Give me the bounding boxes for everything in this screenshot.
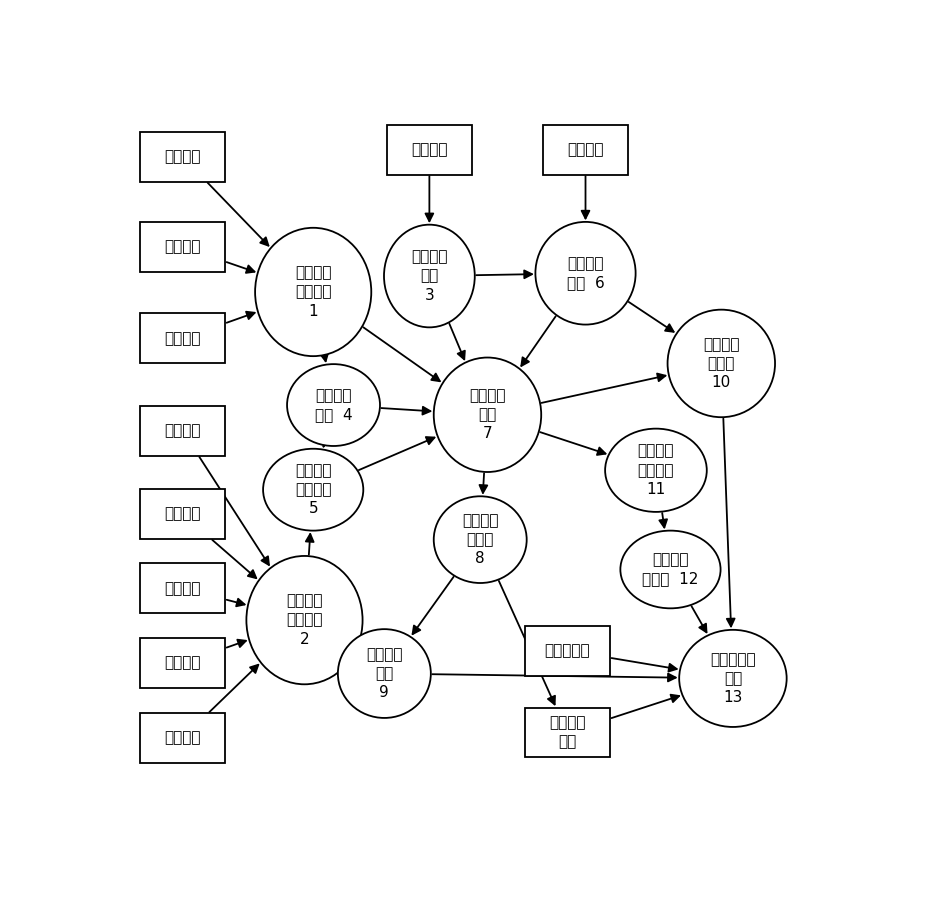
FancyBboxPatch shape: [139, 563, 225, 614]
Ellipse shape: [620, 531, 720, 608]
Text: 地形限制: 地形限制: [164, 331, 200, 346]
Text: 动态限制
数据处理
2: 动态限制 数据处理 2: [285, 594, 322, 647]
FancyBboxPatch shape: [387, 124, 472, 175]
Ellipse shape: [263, 449, 363, 531]
Text: 航迹数据
处理
3: 航迹数据 处理 3: [411, 250, 447, 303]
FancyBboxPatch shape: [139, 638, 225, 688]
Text: 天气限制: 天气限制: [164, 731, 200, 745]
FancyBboxPatch shape: [139, 405, 225, 456]
Ellipse shape: [433, 358, 541, 472]
Text: 实现交通流
管理
13: 实现交通流 管理 13: [709, 651, 755, 705]
Text: 航线数据: 航线数据: [164, 150, 200, 164]
Text: 绘制静态
剖面  4: 绘制静态 剖面 4: [314, 388, 352, 423]
Text: 计算动态
通行能力
11: 计算动态 通行能力 11: [637, 443, 674, 497]
FancyBboxPatch shape: [139, 489, 225, 539]
FancyBboxPatch shape: [139, 713, 225, 763]
Text: 计划数据: 计划数据: [566, 142, 603, 158]
Text: 间隔管理
方案: 间隔管理 方案: [548, 715, 585, 750]
Ellipse shape: [666, 310, 774, 417]
Text: 绘制动态
剖面
7: 绘制动态 剖面 7: [469, 388, 505, 441]
Ellipse shape: [286, 364, 380, 446]
Text: 实现间隔
管理
9: 实现间隔 管理 9: [366, 647, 402, 700]
Text: 军航限制: 军航限制: [164, 656, 200, 670]
FancyBboxPatch shape: [139, 132, 225, 182]
Text: 区域数据: 区域数据: [164, 240, 200, 254]
Text: 航迹数据: 航迹数据: [411, 142, 447, 158]
Ellipse shape: [679, 630, 786, 727]
Text: 绘制间隔
管理图
8: 绘制间隔 管理图 8: [461, 513, 498, 567]
Ellipse shape: [255, 228, 371, 356]
Text: 常规限制: 常规限制: [164, 423, 200, 438]
FancyBboxPatch shape: [139, 314, 225, 363]
Ellipse shape: [246, 556, 362, 684]
Text: 静态限制
数据处理
1: 静态限制 数据处理 1: [295, 265, 331, 319]
FancyBboxPatch shape: [524, 625, 609, 676]
FancyBboxPatch shape: [542, 124, 628, 175]
Text: 外界活动: 外界活动: [164, 581, 200, 596]
Text: 计算静态
通行能力
5: 计算静态 通行能力 5: [295, 463, 331, 516]
Text: 临时航线: 临时航线: [164, 506, 200, 522]
FancyBboxPatch shape: [139, 222, 225, 272]
Ellipse shape: [338, 629, 431, 718]
Text: 预测航迹
计算  6: 预测航迹 计算 6: [566, 256, 604, 290]
Text: 通行能力值: 通行能力值: [544, 643, 590, 658]
Ellipse shape: [534, 222, 635, 324]
Ellipse shape: [384, 224, 475, 327]
Ellipse shape: [605, 429, 706, 512]
Text: 绘制通行
能力图  12: 绘制通行 能力图 12: [641, 552, 698, 587]
FancyBboxPatch shape: [524, 707, 609, 758]
Text: 绘制实时
运行图
10: 绘制实时 运行图 10: [702, 337, 739, 390]
Ellipse shape: [433, 496, 526, 583]
